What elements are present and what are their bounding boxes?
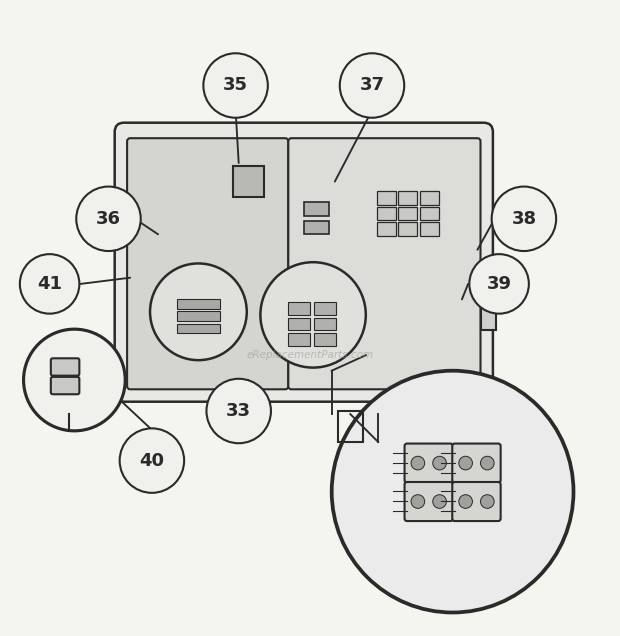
- FancyBboxPatch shape: [404, 482, 453, 521]
- Circle shape: [20, 254, 79, 314]
- FancyBboxPatch shape: [452, 443, 500, 483]
- Circle shape: [411, 495, 425, 508]
- FancyBboxPatch shape: [452, 482, 500, 521]
- Bar: [399, 191, 417, 205]
- Bar: [420, 207, 439, 220]
- Ellipse shape: [172, 265, 206, 290]
- Circle shape: [150, 263, 247, 360]
- Circle shape: [120, 429, 184, 493]
- Circle shape: [260, 262, 366, 368]
- Circle shape: [433, 456, 446, 470]
- Circle shape: [433, 495, 446, 508]
- Circle shape: [459, 495, 472, 508]
- FancyBboxPatch shape: [51, 358, 79, 376]
- Bar: [377, 207, 396, 220]
- Circle shape: [469, 254, 529, 314]
- Circle shape: [24, 329, 125, 431]
- Bar: [304, 221, 329, 234]
- Text: 36: 36: [96, 210, 121, 228]
- Bar: [420, 222, 439, 236]
- Circle shape: [332, 371, 574, 612]
- Text: 35: 35: [223, 76, 248, 95]
- Circle shape: [480, 495, 494, 508]
- Bar: [177, 311, 220, 321]
- Bar: [304, 202, 329, 216]
- Bar: [480, 293, 496, 330]
- Circle shape: [203, 53, 268, 118]
- Circle shape: [480, 456, 494, 470]
- Circle shape: [459, 456, 472, 470]
- Text: 39: 39: [487, 275, 512, 293]
- FancyBboxPatch shape: [404, 443, 453, 483]
- Circle shape: [492, 186, 556, 251]
- Text: 37: 37: [360, 76, 384, 95]
- Circle shape: [76, 186, 141, 251]
- FancyBboxPatch shape: [51, 377, 79, 394]
- Bar: [314, 318, 336, 330]
- Text: 40: 40: [140, 452, 164, 469]
- Bar: [314, 303, 336, 315]
- Bar: [399, 207, 417, 220]
- Bar: [232, 166, 264, 197]
- Text: 33: 33: [226, 402, 251, 420]
- Bar: [338, 411, 363, 442]
- Bar: [420, 191, 439, 205]
- Bar: [288, 318, 310, 330]
- Text: 38: 38: [512, 210, 536, 228]
- Bar: [377, 191, 396, 205]
- Bar: [377, 222, 396, 236]
- FancyBboxPatch shape: [288, 138, 480, 389]
- Bar: [288, 333, 310, 346]
- FancyBboxPatch shape: [115, 123, 493, 402]
- Circle shape: [411, 456, 425, 470]
- Bar: [177, 299, 220, 308]
- Bar: [288, 303, 310, 315]
- FancyBboxPatch shape: [127, 138, 288, 389]
- Bar: [314, 333, 336, 346]
- Text: 41: 41: [37, 275, 62, 293]
- Bar: [399, 222, 417, 236]
- Circle shape: [206, 379, 271, 443]
- Circle shape: [340, 53, 404, 118]
- Text: eReplacementParts.com: eReplacementParts.com: [246, 350, 374, 360]
- Bar: [177, 324, 220, 333]
